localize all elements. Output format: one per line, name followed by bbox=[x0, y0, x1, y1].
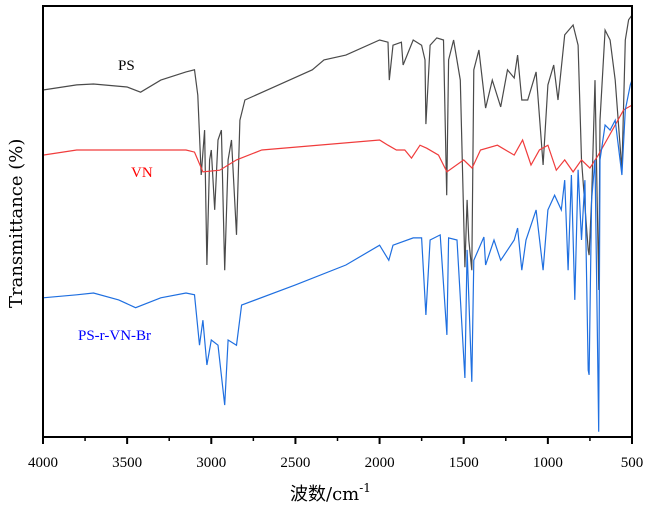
x-tick-label: 3000 bbox=[196, 455, 226, 471]
x-axis-title-superscript: -1 bbox=[359, 481, 371, 495]
series-layer bbox=[42, 14, 633, 432]
series-label-vn: VN bbox=[131, 165, 153, 181]
x-tick-label: 1500 bbox=[449, 455, 479, 471]
series-line-ps bbox=[42, 14, 633, 291]
y-axis-title: Transmittance (%) bbox=[6, 139, 27, 308]
x-axis-title: 波数/cm-1 bbox=[290, 481, 371, 505]
x-axis-ticks: 4000 3500 3000 2500 2000 1500 1000 500 bbox=[28, 437, 643, 471]
series-label-ps-r-vn-br: PS-r-VN-Br bbox=[78, 328, 151, 344]
x-tick-label: 2500 bbox=[280, 455, 310, 471]
x-tick-label: 2000 bbox=[365, 455, 395, 471]
x-tick-label: 1000 bbox=[533, 455, 563, 471]
series-line-vn bbox=[42, 104, 633, 173]
x-tick-label: 500 bbox=[621, 455, 644, 471]
x-tick-label: 4000 bbox=[28, 455, 58, 471]
series-line-ps-r-vn-br bbox=[42, 79, 633, 432]
series-label-ps: PS bbox=[118, 58, 135, 74]
x-tick-label: 3500 bbox=[112, 455, 142, 471]
